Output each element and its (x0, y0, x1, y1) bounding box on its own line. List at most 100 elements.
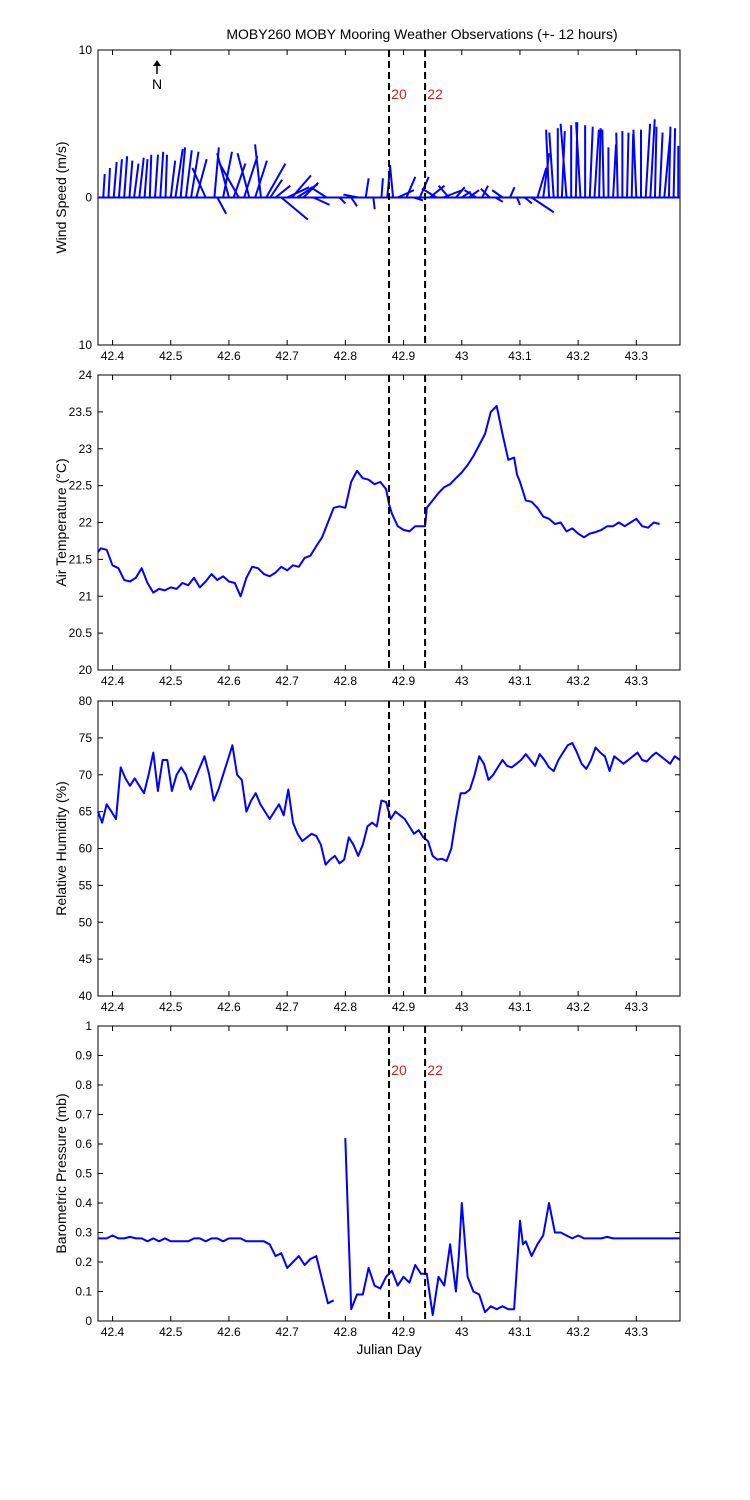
wind-stick (548, 132, 555, 198)
y-tick-label: 60 (79, 842, 93, 856)
wind-stick (169, 160, 177, 198)
x-tick-label: 43.1 (508, 349, 532, 363)
y-axis-label: Wind Speed (m/s) (53, 141, 69, 253)
x-tick-label: 42.6 (217, 349, 241, 363)
wind-stick (455, 186, 466, 199)
wind-stick (216, 197, 228, 215)
wind-stick (254, 144, 262, 198)
wind-stick (653, 126, 658, 198)
wind-stick (593, 129, 600, 198)
x-tick-label: 43.1 (508, 1325, 532, 1339)
x-tick-label: 42.5 (159, 1325, 183, 1339)
x-tick-label: 42.4 (101, 1325, 125, 1339)
wind-stick (531, 196, 555, 214)
wind-stick (128, 160, 134, 198)
wind-stick (437, 185, 450, 199)
y-tick-label: 0.5 (75, 1167, 92, 1181)
wind-stick (148, 154, 153, 198)
y-axis-label: Air Temperature (°C) (53, 458, 69, 586)
x-tick-label: 42.8 (334, 674, 358, 688)
x-tick-label: 43 (455, 349, 469, 363)
time-marker-label: 20 (391, 86, 407, 102)
wind-stick (302, 182, 319, 199)
barometric-pressure-panel: 42.4 42.5 42.6 42.7 42.8 42.9 43 43.1 43.2 43.3 0 0… (53, 1019, 681, 1357)
wind-stick (405, 176, 417, 198)
x-tick-label: 42.7 (275, 674, 299, 688)
x-tick-label: 43.2 (566, 1000, 590, 1014)
wind-stick (516, 197, 521, 206)
wind-stick (154, 154, 159, 198)
wind-speed-panel: 42.4 42.5 42.6 42.7 42.8 42.9 43 43.1 43.2 43.3 10… (53, 43, 681, 363)
wind-stick (107, 167, 111, 198)
x-tick-label: 42.6 (217, 1000, 241, 1014)
wind-stick (191, 167, 207, 198)
x-tick-label: 42.4 (101, 349, 125, 363)
x-tick-label: 43.3 (625, 349, 649, 363)
wind-stick (601, 129, 605, 198)
wind-stick (112, 162, 118, 198)
x-tick-label: 42.6 (217, 674, 241, 688)
relative-humidity-panel: 42.4 42.5 42.6 42.7 42.8 42.9 43 43.1 43.2 43.3 40… (53, 694, 681, 1014)
x-tick-label: 42.7 (275, 349, 299, 363)
time-marker-label: 20 (391, 1062, 407, 1078)
y-tick-label: 80 (79, 694, 93, 708)
series-line (344, 1138, 680, 1317)
y-tick-label: 20 (79, 663, 93, 677)
wind-stick (222, 151, 233, 198)
y-tick-label: 1 (85, 1019, 92, 1033)
y-tick-label: 0.9 (75, 1049, 92, 1063)
y-tick-label: 50 (79, 915, 93, 929)
x-tick-label: 43.3 (625, 674, 649, 688)
air-temperature-panel: 42.4 42.5 42.6 42.7 42.8 42.9 43 43.1 43.2 43.3 20… (53, 368, 681, 688)
wind-stick (218, 163, 240, 198)
north-indicator: N (152, 60, 162, 92)
y-tick-label: 21 (79, 589, 93, 603)
wind-stick (480, 187, 491, 199)
wind-stick (615, 132, 619, 198)
series-line (97, 405, 660, 598)
x-tick-label: 43.2 (566, 674, 590, 688)
x-tick-label: 42.6 (217, 1325, 241, 1339)
y-tick-label: 10 (79, 43, 93, 57)
wind-stick (195, 158, 208, 198)
wind-stick (179, 147, 187, 198)
wind-stick (236, 152, 251, 198)
wind-stick (468, 189, 480, 199)
y-tick-label: 21.5 (69, 552, 93, 566)
x-tick-label: 42.8 (334, 1325, 358, 1339)
wind-stick (243, 155, 259, 198)
wind-stick (123, 156, 129, 198)
wind-stick (672, 128, 677, 198)
wind-stick (380, 178, 384, 198)
series-line (97, 742, 681, 866)
wind-stick (117, 159, 123, 198)
wind-stick (644, 123, 652, 198)
y-tick-label: 22 (79, 516, 93, 530)
wind-stick (626, 132, 630, 198)
y-tick-label: 70 (79, 768, 93, 782)
wind-stick (442, 189, 463, 199)
time-marker-label: 22 (427, 86, 443, 102)
x-tick-label: 42.8 (334, 349, 358, 363)
x-tick-label: 42.7 (275, 1325, 299, 1339)
wind-stick (286, 186, 310, 199)
wind-stick (350, 196, 358, 207)
north-arrowhead-icon (153, 60, 161, 66)
figure-title: MOBY260 MOBY Mooring Weather Observation… (226, 26, 617, 42)
wind-stick (630, 134, 635, 198)
y-tick-label: 0 (85, 191, 92, 205)
wind-stick (364, 178, 370, 198)
wind-stick (397, 189, 415, 199)
x-tick-label: 43.2 (566, 1325, 590, 1339)
y-tick-label: 65 (79, 805, 93, 819)
x-tick-label: 43.1 (508, 674, 532, 688)
y-tick-label: 0.8 (75, 1078, 92, 1092)
y-tick-label: 0.1 (75, 1285, 92, 1299)
x-tick-label: 42.7 (275, 1000, 299, 1014)
y-tick-label: 0 (85, 1314, 92, 1328)
wind-stick (372, 197, 376, 210)
wind-stick (598, 128, 602, 198)
x-tick-label: 42.5 (159, 674, 183, 688)
x-tick-label: 42.4 (101, 1000, 125, 1014)
